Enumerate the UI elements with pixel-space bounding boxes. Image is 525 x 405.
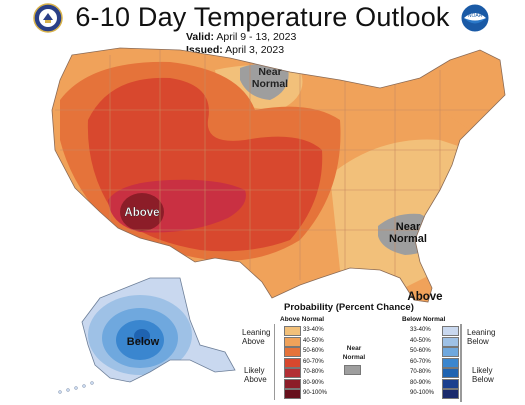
below-range-label-2: 50-60% [410,348,431,354]
aleutian-islands [58,381,94,394]
svg-text:NOAA: NOAA [468,13,483,19]
below-swatch-2 [442,347,459,357]
below-range-label-5: 80-90% [410,379,431,386]
above-range-label-3: 60-70% [303,358,324,365]
below-normal-header: Below Normal [402,316,446,323]
legend-title: Probability (Percent Chance) [284,302,414,313]
above-swatch-0 [284,326,301,336]
below-swatch-4 [442,368,459,378]
legend: Probability (Percent Chance) Above Norma… [232,302,517,402]
conus-outline [51,47,506,303]
valid-value: April 9 - 13, 2023 [216,31,297,43]
state-borders [55,50,500,280]
above-80-90-zone [120,193,164,231]
leaning-below-label: Leaning Below [467,328,496,346]
above-swatch-1 [284,336,301,347]
header: 6-10 Day Temperature Outlook NOAA Valid:… [0,0,525,60]
above-range-label-1: 40-50% [303,337,324,344]
below-alaska-label: Below [127,336,160,348]
below-swatch-5 [442,378,459,389]
above-florida-label: Above [407,291,442,303]
below-swatch-1 [442,336,459,347]
above-swatch-2 [284,347,301,357]
near-normal-north-label: Near Normal [252,66,288,90]
above-southwest-label: Above [124,207,159,219]
above-range-label-0: 33-40% [303,327,324,333]
above-swatch-5 [284,378,301,389]
below-range-label-1: 40-50% [410,337,431,344]
below-bracket [460,324,462,402]
above-range-label-5: 80-90% [303,379,324,386]
issued-value: April 3, 2023 [225,44,285,56]
above-bracket [274,324,339,400]
below-range-label-0: 33-40% [410,327,431,333]
leaning-above-label: Leaning Above [242,328,271,346]
likely-below-label: Likely Below [472,366,494,384]
alaska-region [58,277,236,394]
near-normal-north-zone [240,64,289,100]
below-swatch-6 [442,389,459,399]
southeast-leaning-zone [330,139,470,290]
below-swatch-3 [442,357,459,368]
below-range-label-6: 90-100% [410,390,435,396]
near-normal-southeast-label: Near Normal [389,221,427,245]
below-70-80-zone [134,329,150,343]
above-range-label-6: 90-100% [303,390,328,396]
below-range-label-3: 60-70% [410,358,431,365]
below-swatch-0 [442,326,459,336]
alaska-outline [81,277,236,383]
valid-dates: Valid: April 9 - 13, 2023 [186,31,296,43]
near-normal-swatch [344,365,361,375]
valid-label: Valid: [186,31,215,43]
above-swatch-4 [284,368,301,378]
page-title: 6-10 Day Temperature Outlook [75,2,450,32]
below-range-label-4: 70-80% [410,369,431,375]
doc-seal-icon [33,3,63,33]
above-range-label-2: 50-60% [303,348,324,354]
noaa-logo-icon: NOAA [460,3,490,33]
above-range-label-4: 70-80% [303,369,324,375]
above-swatch-3 [284,357,301,368]
likely-above-label: Likely Above [244,366,267,384]
above-swatch-6 [284,389,301,399]
near-normal-legend-label: Near Normal [342,345,366,361]
above-normal-header: Above Normal [280,316,325,323]
